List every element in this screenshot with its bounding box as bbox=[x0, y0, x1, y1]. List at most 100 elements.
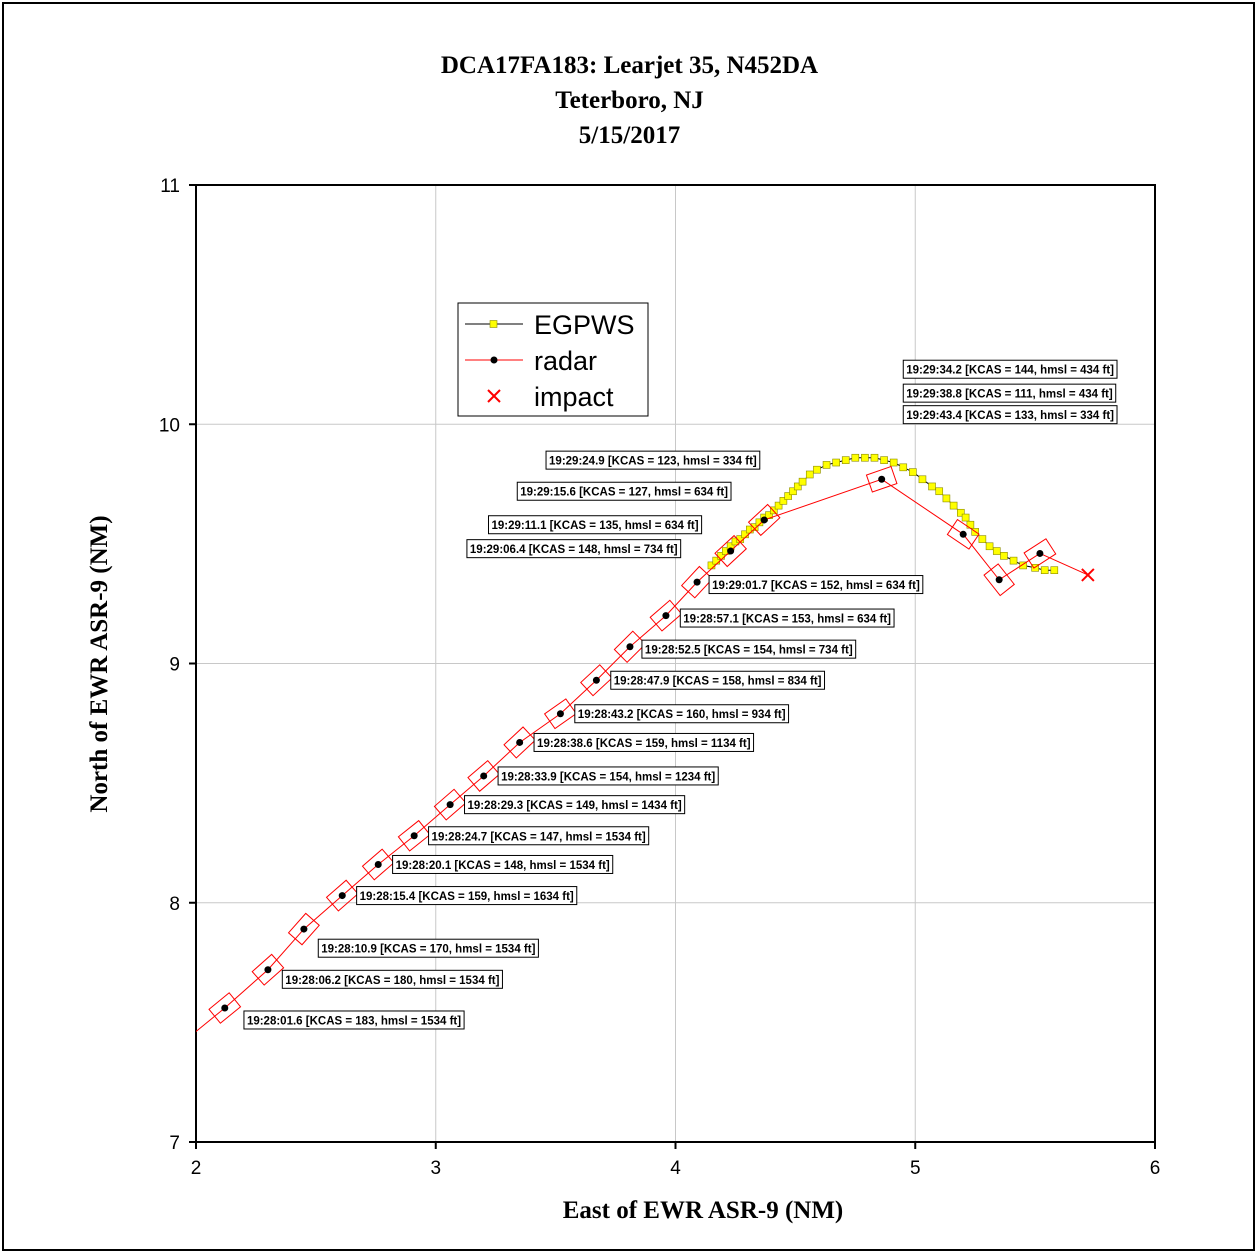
y-tick-label: 8 bbox=[169, 894, 180, 915]
egpws-point bbox=[957, 508, 965, 517]
radar-uncertainty-box bbox=[543, 698, 577, 730]
chart-title-line-2: Teterboro, NJ bbox=[555, 87, 704, 114]
egpws-point bbox=[784, 492, 792, 500]
annotation-text: 19:28:38.6 [KCAS = 159, hmsl = 1134 ft] bbox=[537, 738, 751, 750]
radar-point bbox=[480, 772, 488, 780]
legend: EGPWS radar impact bbox=[457, 302, 649, 417]
annotation-text: 19:29:43.4 [KCAS = 133, hmsl = 334 ft] bbox=[906, 410, 1114, 422]
annotation-box bbox=[902, 359, 1118, 379]
annotation-box bbox=[641, 639, 857, 659]
legend-label-egpws: EGPWS bbox=[534, 310, 635, 340]
annotation-box bbox=[392, 854, 614, 874]
annotation-label: 19:28:33.9 [KCAS = 154, hmsl = 1234 ft] bbox=[497, 766, 719, 786]
radar-point bbox=[1036, 549, 1044, 557]
legend-impact-marker-b bbox=[487, 389, 501, 403]
grid-layer bbox=[196, 185, 1155, 1142]
radar-uncertainty-box bbox=[208, 992, 242, 1024]
egpws-point bbox=[793, 482, 802, 491]
annotation-box bbox=[516, 481, 732, 501]
egpws-point bbox=[935, 487, 944, 496]
annotation-label: 19:28:47.9 [KCAS = 158, hmsl = 834 ft] bbox=[610, 670, 826, 690]
annotation-label: 19:28:10.9 [KCAS = 170, hmsl = 1534 ft] bbox=[317, 938, 539, 958]
egpws-point bbox=[805, 470, 814, 479]
radar-point bbox=[410, 832, 418, 840]
egpws-point bbox=[1050, 566, 1059, 574]
annotation-box bbox=[466, 539, 682, 559]
radar-point bbox=[760, 516, 768, 524]
radar-point bbox=[264, 966, 272, 974]
impact-series bbox=[1081, 568, 1095, 582]
annotation-box bbox=[610, 670, 826, 690]
chart-title-line-3: 5/15/2017 bbox=[578, 122, 681, 149]
annotation-box bbox=[574, 704, 790, 724]
x-tick-label: 5 bbox=[910, 1158, 921, 1179]
annotation-box bbox=[545, 450, 761, 470]
egpws-point bbox=[779, 497, 788, 505]
egpws-point bbox=[841, 456, 850, 464]
radar-uncertainty-box bbox=[433, 788, 467, 821]
annotation-box bbox=[317, 938, 539, 958]
annotation-text: 19:28:06.2 [KCAS = 180, hmsl = 1534 ft] bbox=[285, 975, 499, 987]
egpws-point bbox=[1000, 552, 1008, 560]
legend-radar-marker bbox=[490, 356, 498, 364]
annotation-box bbox=[533, 732, 755, 752]
annotation-label: 19:28:15.4 [KCAS = 159, hmsl = 1634 ft] bbox=[356, 886, 578, 906]
radar-point bbox=[556, 710, 564, 718]
annotation-box bbox=[487, 515, 703, 535]
radar-point bbox=[727, 547, 735, 555]
radar-point bbox=[516, 738, 524, 746]
egpws-point bbox=[870, 453, 879, 462]
annotation-text: 19:28:20.1 [KCAS = 148, hmsl = 1534 ft] bbox=[396, 860, 610, 872]
annotation-box bbox=[679, 608, 895, 628]
radar-point bbox=[446, 801, 454, 809]
annotation-text: 19:28:43.2 [KCAS = 160, hmsl = 934 ft] bbox=[578, 709, 786, 721]
x-tick-label: 4 bbox=[670, 1158, 681, 1179]
x-tick-label: 6 bbox=[1150, 1158, 1161, 1179]
egpws-point bbox=[978, 535, 987, 543]
y-tick-label: 10 bbox=[159, 415, 180, 436]
radar-uncertainty-box bbox=[680, 565, 714, 599]
annotations: 19:28:01.6 [KCAS = 183, hmsl = 1534 ft] 1… bbox=[243, 359, 1118, 1030]
radar-point bbox=[626, 643, 634, 651]
radar-uncertainty-box bbox=[747, 503, 781, 537]
radar-point bbox=[338, 892, 346, 900]
annotation-label: 19:28:29.3 [KCAS = 149, hmsl = 1434 ft] bbox=[464, 795, 686, 815]
annotation-text: 19:29:15.6 [KCAS = 127, hmsl = 634 ft] bbox=[520, 487, 728, 499]
annotation-label: 19:28:52.5 [KCAS = 154, hmsl = 734 ft] bbox=[641, 639, 857, 659]
annotation-text: 19:28:24.7 [KCAS = 147, hmsl = 1534 ft] bbox=[432, 831, 646, 843]
annotation-label: 19:28:43.2 [KCAS = 160, hmsl = 934 ft] bbox=[574, 704, 790, 724]
annotation-text: 19:29:38.8 [KCAS = 111, hmsl = 434 ft] bbox=[906, 389, 1113, 401]
annotation-text: 19:28:29.3 [KCAS = 149, hmsl = 1434 ft] bbox=[468, 800, 682, 812]
annotation-label: 19:28:38.6 [KCAS = 159, hmsl = 1134 ft] bbox=[533, 732, 755, 752]
radar-uncertainty-box bbox=[1023, 538, 1057, 569]
annotation-label: 19:29:43.4 [KCAS = 133, hmsl = 334 ft] bbox=[902, 405, 1118, 425]
y-tick-label: 7 bbox=[169, 1133, 180, 1154]
annotation-text: 19:28:33.9 [KCAS = 154, hmsl = 1234 ft] bbox=[501, 771, 715, 783]
annotation-box bbox=[708, 575, 924, 595]
radar-uncertainty-box bbox=[397, 819, 431, 852]
annotation-text: 19:28:57.1 [KCAS = 153, hmsl = 634 ft] bbox=[683, 614, 891, 626]
annotation-text: 19:28:10.9 [KCAS = 170, hmsl = 1534 ft] bbox=[321, 944, 535, 956]
annotation-label: 19:29:38.8 [KCAS = 111, hmsl = 434 ft] bbox=[902, 383, 1117, 403]
annotation-label: 19:29:01.7 [KCAS = 152, hmsl = 634 ft] bbox=[708, 575, 924, 595]
annotation-label: 19:28:06.2 [KCAS = 180, hmsl = 1534 ft] bbox=[281, 969, 503, 989]
annotation-text: 19:29:11.1 [KCAS = 135, hmsl = 634 ft] bbox=[491, 520, 698, 532]
egpws-point bbox=[1040, 566, 1049, 574]
radar-uncertainty-box bbox=[983, 563, 1015, 597]
egpws-point bbox=[961, 513, 970, 522]
x-tick-label: 2 bbox=[191, 1158, 202, 1179]
radar-uncertainty-box bbox=[580, 664, 613, 697]
annotation-label: 19:29:24.9 [KCAS = 123, hmsl = 334 ft] bbox=[545, 450, 761, 470]
annotation-label: 19:29:06.4 [KCAS = 148, hmsl = 734 ft] bbox=[466, 539, 682, 559]
egpws-point bbox=[851, 453, 860, 462]
radar-point bbox=[959, 530, 967, 538]
annotation-text: 19:29:06.4 [KCAS = 148, hmsl = 734 ft] bbox=[470, 544, 678, 556]
egpws-point bbox=[928, 482, 936, 491]
egpws-point bbox=[798, 477, 807, 486]
annotation-box bbox=[902, 405, 1118, 425]
radar-point bbox=[878, 475, 886, 483]
annotation-label: 19:28:24.7 [KCAS = 147, hmsl = 1534 ft] bbox=[428, 826, 650, 846]
radar-point bbox=[221, 1004, 229, 1012]
egpws-point bbox=[985, 542, 994, 551]
